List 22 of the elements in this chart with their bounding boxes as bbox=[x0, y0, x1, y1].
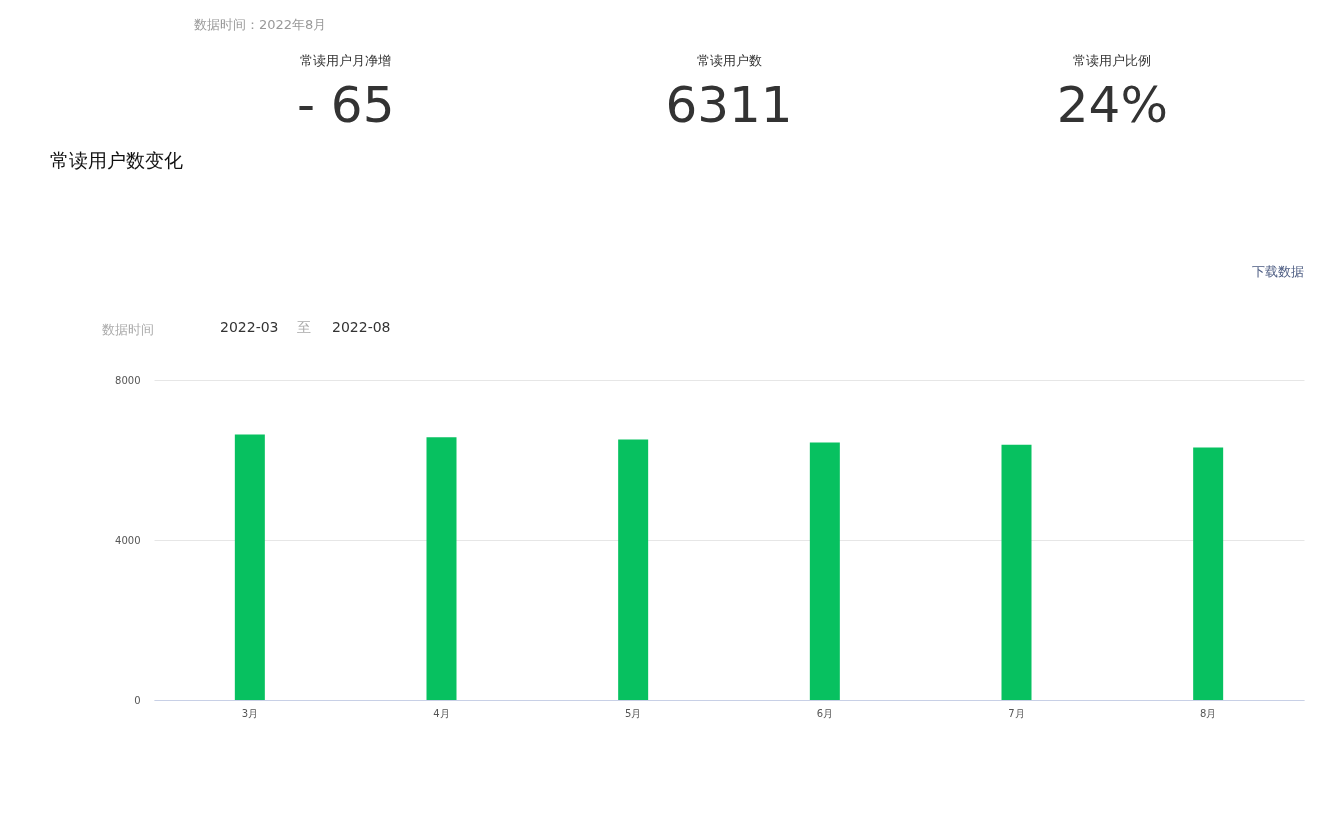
text: 常读用户比例 bbox=[1073, 53, 1152, 68]
y-tick-label: 8000 bbox=[115, 374, 141, 386]
y-tick-label: 0 bbox=[134, 694, 141, 706]
x-tick-label: 8月 bbox=[1199, 707, 1217, 719]
text: 2022-08 bbox=[332, 319, 391, 335]
text: 6311 bbox=[665, 76, 793, 134]
text: - 65 bbox=[296, 76, 395, 134]
text: 常读用户月净增 bbox=[300, 53, 392, 68]
text: 常读用户数 bbox=[696, 53, 762, 68]
x-tick-label: 3月 bbox=[241, 707, 259, 719]
x-tick-label: 4月 bbox=[433, 707, 450, 719]
x-tick-label: 6月 bbox=[816, 707, 834, 719]
text: 24% bbox=[1056, 76, 1168, 134]
text: 下载数据 bbox=[1252, 264, 1304, 279]
y-tick-label: 4000 bbox=[115, 534, 141, 546]
text: 数据时间：2022年8月 bbox=[194, 17, 327, 32]
x-tick-label: 5月 bbox=[624, 707, 642, 719]
text: 至 bbox=[297, 319, 311, 335]
chart-title: 常读用户数变化 bbox=[50, 149, 183, 171]
text: 数据时间 bbox=[102, 322, 154, 337]
x-tick-label: 7月 bbox=[1008, 707, 1025, 719]
text: 2022-03 bbox=[220, 319, 279, 335]
